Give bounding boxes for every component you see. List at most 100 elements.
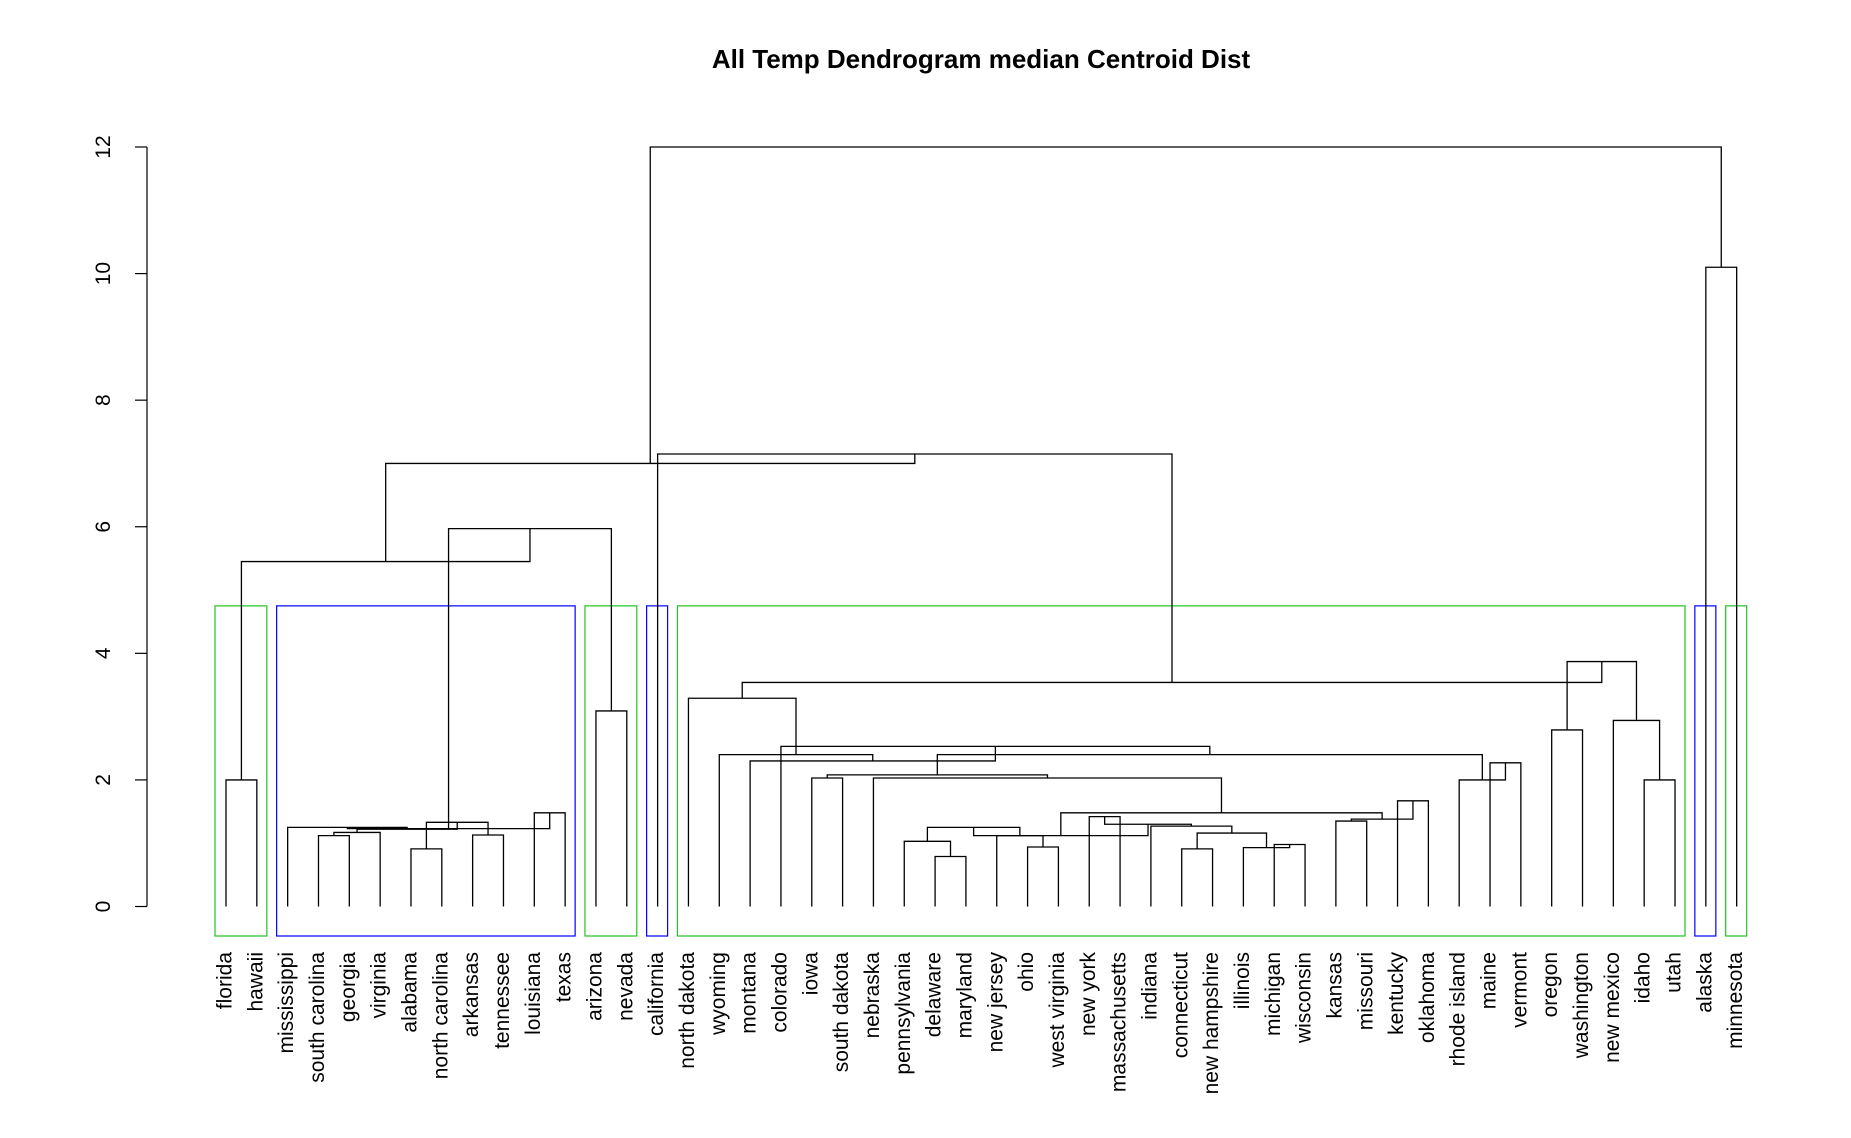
merge-link: [385, 453, 916, 562]
leaf-label: north dakota: [676, 952, 699, 1069]
merge-link: [934, 855, 967, 907]
leaf-label: illinois: [1231, 952, 1254, 1009]
leaf-label: michigan: [1262, 952, 1285, 1036]
cluster-box: [676, 605, 1686, 937]
leaf-label: kansas: [1323, 952, 1346, 1019]
y-tick-label: 0: [92, 901, 115, 913]
leaf-label: new york: [1077, 952, 1100, 1037]
leaf-label: massachusetts: [1108, 952, 1131, 1092]
leaf-label: florida: [214, 952, 237, 1010]
merge-link: [687, 697, 797, 907]
leaf-label: new jersey: [984, 952, 1007, 1053]
y-tick-label: 12: [92, 135, 115, 158]
merge-link: [1150, 825, 1233, 907]
merge-link: [595, 710, 628, 907]
merge-link: [1196, 832, 1268, 849]
merge-link: [996, 834, 1044, 907]
leaf-label: indiana: [1138, 952, 1161, 1020]
leaf-label: alabama: [399, 952, 422, 1033]
leaf-label: mississippi: [275, 952, 298, 1054]
leaf-label: nevada: [614, 952, 637, 1021]
leaf-label: oregon: [1539, 952, 1562, 1017]
leaf-label: oklahoma: [1416, 952, 1439, 1043]
merge-link: [471, 834, 505, 907]
leaf-label: south dakota: [830, 952, 853, 1073]
leaf-label: louisiana: [522, 952, 545, 1035]
cluster-box: [276, 605, 576, 937]
leaf-label: ohio: [1015, 952, 1038, 992]
merge-link: [872, 777, 1223, 907]
leaf-label: idaho: [1632, 952, 1655, 1003]
y-tick-label: 4: [92, 647, 115, 659]
merge-link: [649, 146, 1722, 464]
leaf-label: kentucky: [1385, 952, 1408, 1035]
leaf-label: arizona: [584, 952, 607, 1021]
merge-link: [1458, 762, 1507, 907]
leaf-label: hawaii: [244, 952, 267, 1012]
leaf-label: colorado: [768, 952, 791, 1033]
leaf-label: arkansas: [460, 952, 483, 1037]
leaf-label: nebraska: [861, 952, 884, 1039]
merge-link: [240, 528, 531, 780]
merge-link: [749, 746, 997, 907]
merge-link: [741, 661, 1603, 699]
leaf-label: minnesota: [1724, 952, 1747, 1049]
leaf-label: virginia: [368, 952, 391, 1019]
leaf-label: rhode island: [1447, 952, 1470, 1066]
leaf-label: texas: [553, 952, 576, 1002]
leaf-label: connecticut: [1169, 952, 1192, 1058]
merge-link: [1088, 815, 1121, 907]
leaf-label: missouri: [1354, 952, 1377, 1030]
merge-link: [410, 848, 443, 907]
merge-link: [1273, 843, 1306, 907]
merge-link: [447, 527, 613, 829]
leaf-label: california: [645, 952, 668, 1036]
y-tick-label: 2: [92, 774, 115, 786]
merge-link: [287, 826, 408, 907]
merge-link: [1489, 762, 1522, 907]
leaf-label: georgia: [337, 952, 360, 1022]
leaf-label: alaska: [1693, 952, 1716, 1013]
merge-link: [1335, 820, 1368, 907]
y-tick-label: 6: [92, 521, 115, 533]
merge-link: [811, 777, 844, 907]
leaf-label: north carolina: [429, 952, 452, 1080]
merge-link: [317, 834, 350, 907]
merge-link: [225, 779, 258, 907]
merge-link: [780, 745, 1211, 907]
leaf-label: new mexico: [1601, 952, 1624, 1063]
merge-link: [1181, 848, 1214, 907]
leaf-label: maryland: [953, 952, 976, 1038]
leaf-label: west virginia: [1046, 952, 1069, 1069]
leaf-label: delaware: [923, 952, 946, 1037]
merge-link: [1551, 729, 1584, 907]
merge-link: [926, 826, 1021, 842]
merge-link: [1612, 719, 1661, 907]
leaf-label: pennsylvania: [892, 952, 915, 1075]
merge-link: [718, 753, 874, 907]
leaf-label: washington: [1570, 952, 1593, 1059]
y-tick-label: 8: [92, 394, 115, 406]
leaf-label: vermont: [1508, 952, 1531, 1028]
leaf-label: montana: [738, 952, 761, 1034]
chart-title: All Temp Dendrogram median Centroid Dist: [712, 44, 1251, 74]
merge-link: [936, 753, 1483, 780]
merge-link: [1242, 844, 1291, 907]
leaf-label: wisconsin: [1293, 952, 1316, 1044]
leaf-label: new hampshire: [1200, 952, 1223, 1094]
leaf-label: south carolina: [306, 952, 329, 1083]
leaf-label: wyoming: [707, 952, 730, 1036]
leaf-label: iowa: [799, 952, 822, 996]
merge-link: [1643, 779, 1676, 907]
merge-link: [1705, 266, 1738, 907]
leaf-label: maine: [1478, 952, 1501, 1009]
merge-link: [656, 453, 1173, 907]
leaf-label: tennessee: [491, 952, 514, 1049]
merge-link: [903, 840, 952, 907]
leaf-label: utah: [1663, 952, 1686, 993]
merge-link: [333, 831, 381, 907]
merge-link: [1026, 846, 1060, 907]
y-tick-label: 10: [92, 262, 115, 285]
merge-link: [1566, 660, 1638, 730]
